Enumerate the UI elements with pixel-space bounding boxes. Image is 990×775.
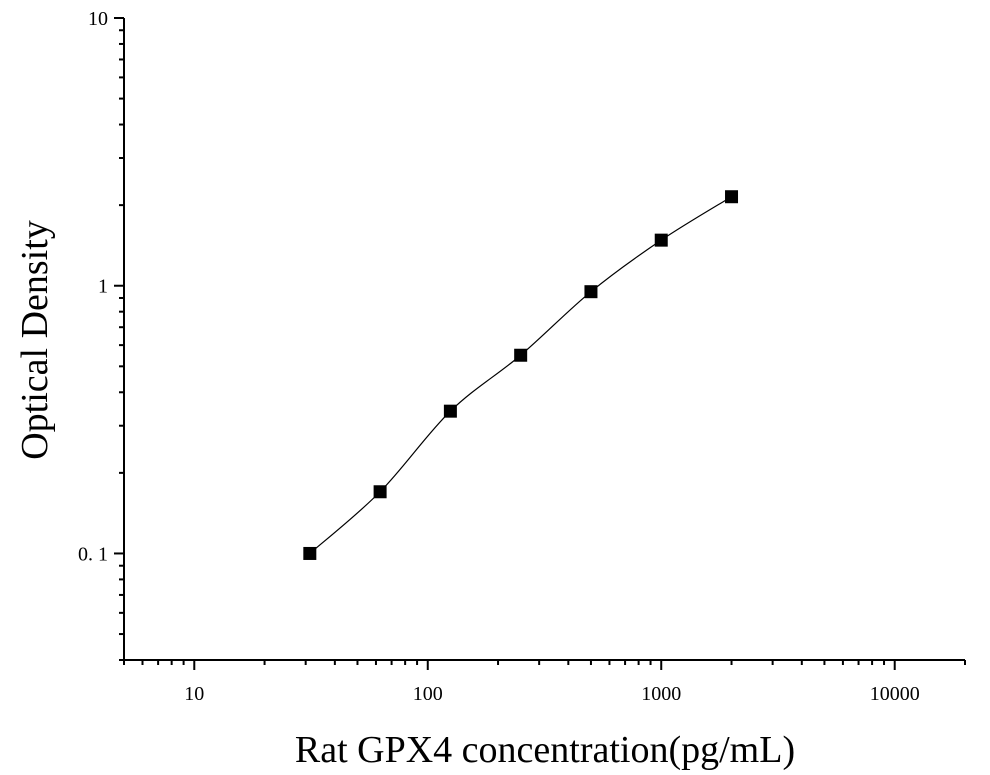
x-axis-title: Rat GPX4 concentration(pg/mL) <box>295 729 795 771</box>
data-point <box>514 348 528 362</box>
axes <box>123 18 965 661</box>
ticks <box>114 17 966 670</box>
x-tick-label: 10 <box>184 683 204 705</box>
data-points <box>303 190 739 560</box>
tick-labels: 10 100 1000 10000 0. 1 1 10 <box>78 8 920 705</box>
y-tick-label: 0. 1 <box>78 543 108 565</box>
data-point <box>443 404 457 418</box>
y-tick-label: 1 <box>98 276 108 298</box>
fit-curve-group <box>309 196 732 554</box>
y-axis-title: Optical Density <box>14 220 56 460</box>
x-tick-label: 1000 <box>641 683 681 705</box>
data-point <box>584 285 598 299</box>
fit-curve <box>309 196 732 554</box>
data-point <box>373 485 387 499</box>
y-tick-label: 10 <box>88 8 108 30</box>
data-point <box>725 190 739 204</box>
x-tick-label: 10000 <box>870 683 920 705</box>
data-point <box>654 233 668 247</box>
data-point <box>303 546 317 560</box>
x-tick-label: 100 <box>413 683 443 705</box>
